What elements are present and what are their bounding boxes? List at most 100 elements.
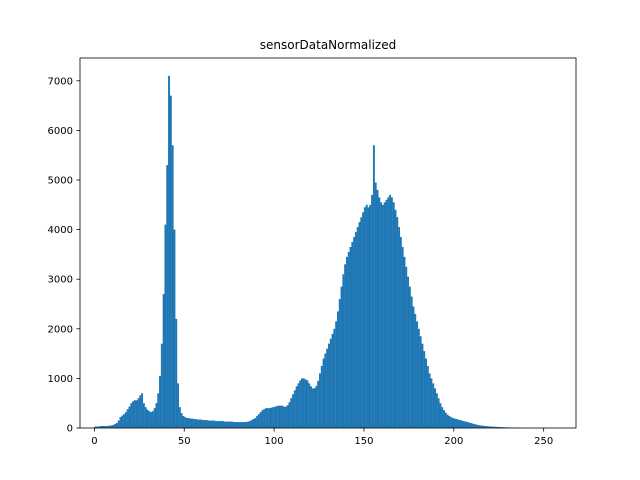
histogram-bar bbox=[96, 426, 99, 428]
histogram-bar bbox=[390, 197, 393, 428]
y-tick-label: 6000 bbox=[48, 126, 73, 137]
histogram-bar bbox=[245, 422, 248, 428]
histogram-bar bbox=[453, 418, 456, 428]
histogram-bar bbox=[266, 408, 269, 428]
x-tick-label: 250 bbox=[534, 436, 553, 447]
histogram-bar bbox=[212, 420, 215, 428]
histogram-bar bbox=[329, 338, 332, 428]
histogram-bar bbox=[410, 296, 413, 428]
histogram-bar bbox=[297, 383, 300, 428]
plot-frame bbox=[79, 57, 577, 429]
histogram-bar bbox=[394, 209, 397, 428]
y-tick-label: 3000 bbox=[48, 275, 73, 286]
histogram-bar bbox=[353, 237, 356, 428]
histogram-bar bbox=[153, 408, 156, 428]
histogram-bar bbox=[220, 421, 223, 428]
histogram-bar bbox=[186, 418, 188, 428]
y-tick-label: 5000 bbox=[48, 176, 73, 187]
histogram-bar bbox=[319, 373, 321, 428]
histogram-bar bbox=[274, 406, 277, 428]
histogram-bar bbox=[412, 306, 415, 428]
x-tick-label: 100 bbox=[265, 436, 284, 447]
histogram-bar bbox=[123, 414, 126, 428]
histogram-bar bbox=[484, 426, 487, 428]
histogram-bar bbox=[471, 423, 474, 428]
histogram-bar bbox=[272, 407, 275, 428]
histogram-bar bbox=[105, 426, 108, 428]
histogram-bar bbox=[124, 412, 127, 428]
histogram-bar bbox=[232, 422, 235, 428]
histogram-bar bbox=[489, 426, 492, 428]
histogram-bar bbox=[419, 336, 422, 428]
histogram-bar bbox=[315, 385, 318, 428]
histogram-bar bbox=[112, 425, 115, 428]
histogram-bar bbox=[139, 395, 142, 428]
histogram-bar bbox=[214, 421, 217, 428]
histogram-bar bbox=[178, 407, 181, 428]
histogram-bar bbox=[500, 427, 503, 428]
histogram-bar bbox=[347, 251, 350, 428]
histogram-bar bbox=[164, 224, 167, 428]
histogram-bar bbox=[141, 393, 144, 428]
histogram-bar bbox=[191, 418, 194, 428]
histogram-bar bbox=[446, 414, 449, 428]
histogram-bar bbox=[331, 333, 334, 428]
histogram-bar bbox=[301, 378, 303, 428]
x-axis-ticks: 0 50 100 150 200 250 bbox=[91, 428, 553, 447]
histogram-bar bbox=[313, 388, 316, 428]
chart-title: sensorDataNormalized bbox=[260, 38, 396, 52]
histogram-bar bbox=[115, 423, 118, 428]
histogram-bar bbox=[333, 328, 336, 428]
histogram-bar bbox=[293, 390, 296, 428]
histogram-bar bbox=[252, 419, 255, 428]
y-tick-label: 7000 bbox=[48, 76, 73, 87]
histogram-bar bbox=[317, 380, 320, 428]
histogram-bar bbox=[342, 274, 345, 428]
histogram-bar bbox=[169, 95, 172, 428]
histogram-bar bbox=[482, 425, 485, 428]
histogram-bar bbox=[133, 400, 136, 428]
y-tick-label: 2000 bbox=[48, 324, 73, 335]
histogram-bar bbox=[168, 75, 171, 429]
histogram-bar bbox=[335, 321, 338, 428]
histogram-bar bbox=[241, 422, 244, 428]
histogram-bar bbox=[299, 380, 302, 428]
histogram-bar bbox=[256, 416, 259, 428]
histogram-bar bbox=[277, 405, 280, 428]
histogram-bar bbox=[204, 420, 206, 428]
histogram-bar bbox=[448, 416, 451, 428]
histogram-bar bbox=[480, 425, 483, 428]
histogram-bar bbox=[425, 358, 427, 428]
histogram-bar bbox=[383, 202, 386, 428]
histogram-bar bbox=[132, 401, 135, 428]
histogram-bar bbox=[428, 373, 431, 428]
histogram-bar bbox=[408, 286, 411, 428]
histogram-bar bbox=[182, 416, 185, 428]
histogram-bar bbox=[466, 422, 469, 428]
histogram-bar bbox=[114, 424, 117, 428]
histogram-bar bbox=[137, 398, 140, 428]
histogram-bar bbox=[372, 145, 375, 429]
histogram-bar bbox=[148, 411, 151, 428]
histogram-bar bbox=[457, 419, 460, 428]
histogram-bar bbox=[227, 421, 230, 428]
histogram-bar bbox=[392, 202, 395, 428]
x-tick-label: 150 bbox=[354, 436, 373, 447]
histogram-bar bbox=[358, 222, 361, 428]
histogram-bar bbox=[374, 182, 377, 428]
y-tick-label: 4000 bbox=[48, 225, 73, 236]
histogram-bar bbox=[356, 227, 359, 428]
histogram-bar bbox=[328, 343, 330, 428]
histogram-bar bbox=[198, 419, 201, 428]
histogram-bar bbox=[196, 419, 199, 428]
histogram-bars bbox=[94, 75, 528, 429]
histogram-bar bbox=[238, 422, 241, 428]
histogram-bar bbox=[216, 421, 219, 428]
histogram-bar bbox=[371, 194, 374, 428]
histogram-bar bbox=[180, 413, 183, 428]
histogram-bar bbox=[166, 165, 169, 428]
histogram-bar bbox=[432, 383, 435, 428]
histogram-bar bbox=[444, 412, 447, 428]
histogram-bar bbox=[184, 417, 187, 428]
histogram-bar bbox=[441, 407, 444, 428]
